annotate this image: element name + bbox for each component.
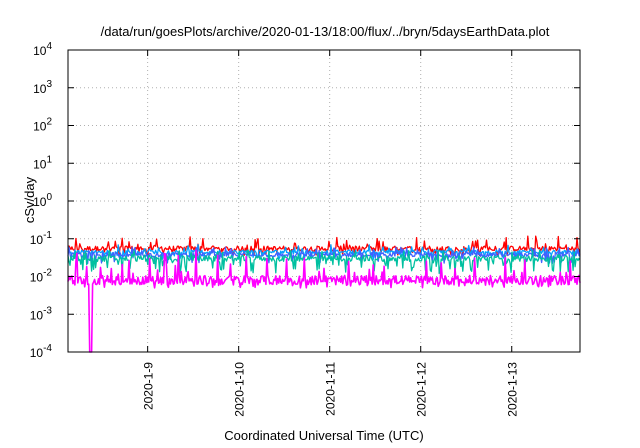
- series-layer: [67, 235, 581, 353]
- y-tick-label: 10-2: [30, 268, 53, 285]
- y-tick-label: 101: [33, 154, 52, 171]
- x-tick-label: 2020-1-11: [324, 362, 338, 416]
- series-line: [67, 243, 581, 261]
- y-tick-label: 10-4: [30, 343, 53, 360]
- y-tick-label: 10-1: [30, 230, 53, 247]
- y-axis-label: cSv/day: [22, 176, 37, 223]
- series-line: [67, 249, 581, 353]
- series-line: [67, 249, 581, 275]
- y-axis: 10-4 10-3 10-2 10-1 100 101 102 103 104: [30, 41, 580, 360]
- x-tick-label: 2020-1-10: [233, 362, 247, 417]
- y-tick-label: 104: [33, 41, 52, 58]
- x-tick-label: 2020-1-12: [415, 362, 429, 417]
- x-axis-label: Coordinated Universal Time (UTC): [224, 428, 423, 443]
- series-line: [67, 235, 581, 257]
- grid: [68, 50, 580, 352]
- series-line: [67, 246, 581, 265]
- x-axis: 2020-1-9 2020-1-10 2020-1-11 2020-1-12 2020-…: [142, 50, 520, 417]
- chart-title: /data/run/goesPlots/archive/2020-01-13/1…: [101, 24, 550, 39]
- y-tick-label: 102: [33, 117, 52, 134]
- y-tick-label: 103: [33, 79, 52, 96]
- x-tick-label: 2020-1-13: [506, 362, 520, 417]
- y-tick-label: 100: [33, 192, 52, 209]
- y-tick-label: 10-3: [30, 305, 53, 322]
- x-tick-label: 2020-1-9: [142, 362, 156, 410]
